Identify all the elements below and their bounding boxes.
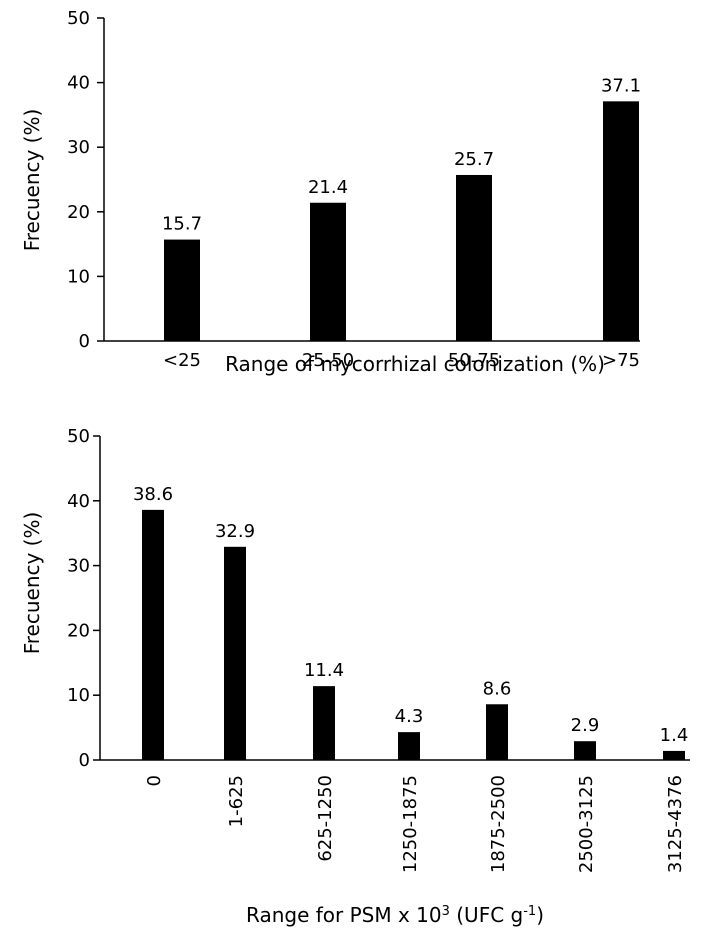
chart-2-y-tick-label: 30 xyxy=(67,556,90,577)
chart-2-y-ticks: 0 10 20 30 40 50 xyxy=(67,426,100,771)
chart-1-x-tick-label: 50-75 xyxy=(448,350,500,371)
chart-2-y-axis-label: Frecuency (%) xyxy=(20,512,44,655)
chart-2-data-label: 8.6 xyxy=(483,678,512,699)
chart-2-x-tick-label: 1-625 xyxy=(226,775,247,827)
chart-1-bars: 15.7 21.4 25.7 37.1 xyxy=(162,75,641,341)
chart-1: 0 10 20 30 40 50 15.7 21.4 25.7 37.1 <25 25-50 50-… xyxy=(20,8,641,376)
chart-1-data-label: 15.7 xyxy=(162,214,202,235)
chart-1-y-tick-label: 50 xyxy=(67,8,90,29)
chart-1-x-tick-label: 25-50 xyxy=(302,350,354,371)
chart-1-data-label: 25.7 xyxy=(454,149,494,170)
chart-2-data-label: 2.9 xyxy=(571,715,600,736)
chart-2-bars: 38.6 32.9 11.4 4.3 8.6 2.9 1.4 xyxy=(133,484,688,760)
chart-1-x-tick-labels: <25 25-50 50-75 >75 xyxy=(163,350,640,371)
chart-2-x-axis-label: Range for PSM x 103 (UFC g-1) xyxy=(246,903,544,927)
chart-2-bar xyxy=(663,750,685,760)
chart-2-x-tick-label: 2500-3125 xyxy=(576,775,597,873)
chart-2-bar xyxy=(398,732,420,760)
chart-2-data-label: 4.3 xyxy=(395,706,424,727)
chart-1-data-label: 37.1 xyxy=(601,75,641,96)
chart-1-x-tick-label: <25 xyxy=(163,350,201,371)
chart-2-y-tick-label: 50 xyxy=(67,426,90,447)
chart-2-x-tick-label: 0 xyxy=(144,775,165,786)
chart-2-bar xyxy=(486,704,508,760)
chart-2-y-tick-label: 10 xyxy=(67,685,90,706)
chart-2-x-tick-label: 1875-2500 xyxy=(488,775,509,873)
chart-2-y-tick-label: 20 xyxy=(67,620,90,641)
chart-1-y-tick-label: 10 xyxy=(67,266,90,287)
chart-2-y-tick-label: 40 xyxy=(67,491,90,512)
chart-1-bar xyxy=(603,101,639,341)
chart-2-data-label: 11.4 xyxy=(304,660,344,681)
chart-1-bar xyxy=(164,239,200,341)
chart-1-data-label: 21.4 xyxy=(308,177,348,198)
chart-1-y-tick-label: 30 xyxy=(67,137,90,158)
chart-2-data-label: 38.6 xyxy=(133,484,173,505)
chart-1-bar xyxy=(456,174,492,341)
chart-2: 0 10 20 30 40 50 38.6 32.9 11.4 4.3 8.6 2.9 1.4 0 1-… xyxy=(20,426,690,927)
chart-2-data-label: 32.9 xyxy=(215,521,255,542)
chart-2-x-tick-label: 1250-1875 xyxy=(400,775,421,873)
chart-2-x-tick-label: 625-1250 xyxy=(315,775,336,862)
chart-1-y-tick-label: 20 xyxy=(67,202,90,223)
chart-2-bar xyxy=(313,686,335,760)
chart-2-bar xyxy=(224,546,246,760)
chart-2-y-tick-label: 0 xyxy=(79,750,90,771)
chart-2-data-label: 1.4 xyxy=(660,725,689,746)
chart-2-bar xyxy=(142,509,164,760)
chart-2-bar xyxy=(574,741,596,760)
chart-1-x-axis-label: Range of mycorrhizal colonization (%) xyxy=(225,352,605,376)
chart-1-y-tick-label: 0 xyxy=(79,331,90,352)
chart-1-bar xyxy=(310,202,346,341)
chart-2-x-tick-label: 3125-4376 xyxy=(665,775,686,873)
chart-1-x-tick-label: >75 xyxy=(602,350,640,371)
chart-1-y-ticks: 0 10 20 30 40 50 xyxy=(67,8,104,352)
chart-2-x-tick-labels: 0 1-625 625-1250 1250-1875 1875-2500 2500-312… xyxy=(144,775,686,873)
chart-1-y-tick-label: 40 xyxy=(67,73,90,94)
chart-1-y-axis-label: Frecuency (%) xyxy=(20,109,44,252)
